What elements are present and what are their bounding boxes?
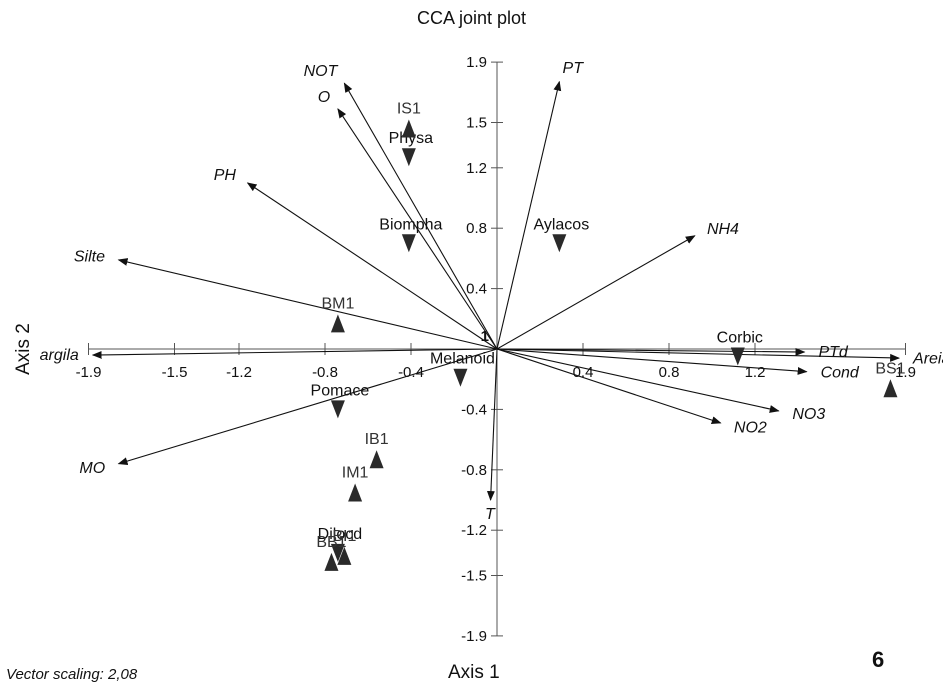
site-marker xyxy=(330,314,345,333)
site-marker xyxy=(883,379,898,398)
vector-arrow xyxy=(496,348,780,413)
vector-arrow xyxy=(91,348,498,359)
species-label: Corbic xyxy=(717,330,763,347)
species-marker xyxy=(401,234,416,253)
species-marker xyxy=(401,148,416,167)
x-tick-label: 1.2 xyxy=(745,364,766,381)
vector-label: Silte xyxy=(74,249,105,266)
y-tick-label: -1.2 xyxy=(461,522,487,539)
vector-arrow xyxy=(486,348,498,501)
site-label: BM1 xyxy=(321,295,354,312)
site-label: IB1 xyxy=(365,431,389,448)
site-marker xyxy=(337,546,352,565)
y-tick-label: -1.5 xyxy=(461,568,487,585)
vector-arrow xyxy=(496,347,806,356)
vector-arrow xyxy=(246,182,498,350)
vector-label: NOT xyxy=(304,63,339,80)
vector-arrow xyxy=(117,258,498,350)
chart-title: CCA joint plot xyxy=(416,8,527,28)
y-tick-label: -1.9 xyxy=(461,628,487,645)
site-marker xyxy=(401,119,416,138)
vector-label: argila xyxy=(40,347,79,364)
vector-label: PH xyxy=(214,167,237,184)
species-label: Pomace xyxy=(311,382,370,399)
species-label: Aylacos xyxy=(533,216,589,233)
x-tick-label: -1.2 xyxy=(226,364,252,381)
vector-arrow xyxy=(496,348,722,424)
y-tick-label: 0.4 xyxy=(466,281,487,298)
x-tick-label: 0.8 xyxy=(659,364,680,381)
vector-arrow xyxy=(496,348,808,375)
species-marker xyxy=(730,347,745,366)
vector-label: NO2 xyxy=(734,419,767,436)
vector-arrow xyxy=(343,82,498,350)
site-label: BB1 xyxy=(316,534,346,551)
vector-label: NH4 xyxy=(707,221,739,238)
site-label: BI1 xyxy=(332,528,356,545)
vector-label: PTd xyxy=(818,344,848,361)
site-marker xyxy=(348,483,363,502)
vector-label: Cond xyxy=(821,365,860,382)
vector-arrow xyxy=(496,80,562,350)
y-tick-label: 1.9 xyxy=(466,54,487,71)
site-label: BS1 xyxy=(875,360,905,377)
vector-arrow xyxy=(496,348,901,362)
site-label: IS1 xyxy=(397,101,421,118)
y-tick-label: 0.8 xyxy=(466,220,487,237)
site-marker xyxy=(324,552,339,571)
site-marker xyxy=(369,450,384,469)
y-tick-label: 1.5 xyxy=(466,115,487,132)
x-tick-label: -1.9 xyxy=(76,364,102,381)
vector-label: Areia xyxy=(912,350,943,367)
species-label: Dilocd xyxy=(318,526,362,543)
x-tick-label: -0.8 xyxy=(312,364,338,381)
species-marker xyxy=(330,543,345,562)
vector-arrow xyxy=(496,235,696,350)
vector-label: NO3 xyxy=(792,406,825,423)
species-marker xyxy=(552,234,567,253)
species-marker xyxy=(453,368,468,387)
origin-label: 1 xyxy=(481,328,489,345)
x-tick-label: 1.9 xyxy=(895,364,916,381)
site-label: IM1 xyxy=(342,464,369,481)
x-tick-label: 0.4 xyxy=(573,364,594,381)
vector-arrow xyxy=(117,348,498,465)
x-tick-label: -1.5 xyxy=(162,364,188,381)
species-marker xyxy=(330,400,345,419)
vector-scaling-note: Vector scaling: 2,08 xyxy=(6,666,138,683)
vector-label: PT xyxy=(563,60,585,77)
vector-label: O xyxy=(318,89,330,106)
vector-arrow xyxy=(337,108,498,350)
vector-label: MO xyxy=(79,460,105,477)
species-label: Biompha xyxy=(379,216,442,233)
y-tick-label: -0.4 xyxy=(461,401,487,418)
x-axis-label: Axis 1 xyxy=(448,662,500,683)
y-tick-label: -0.8 xyxy=(461,462,487,479)
vector-label: T xyxy=(485,506,496,523)
species-label: Melanoid xyxy=(430,351,495,368)
panel-number: 6 xyxy=(872,647,885,672)
species-label: Physa xyxy=(389,130,434,147)
y-axis-label: Axis 2 xyxy=(13,323,34,375)
y-tick-label: 1.2 xyxy=(466,160,487,177)
